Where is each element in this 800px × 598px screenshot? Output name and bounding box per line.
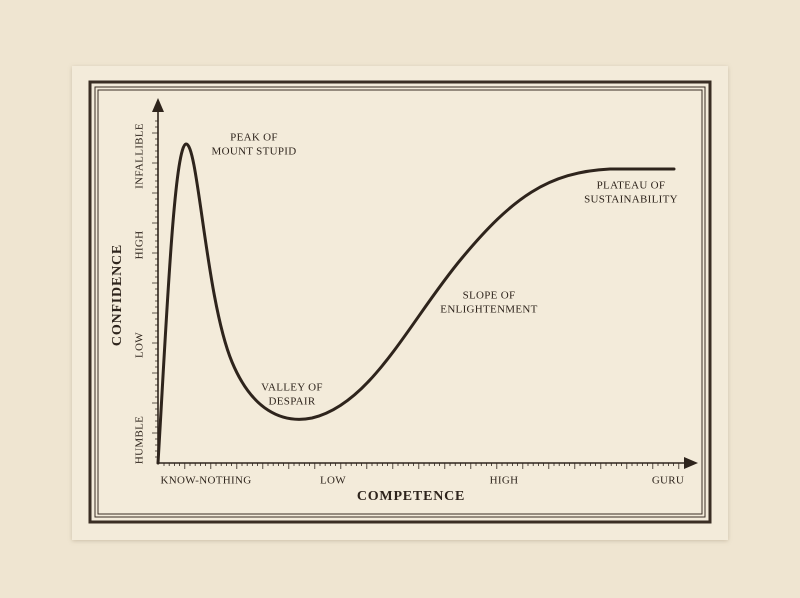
y-axis-label: INFALLIBLE [134,123,146,189]
x-axis-label: HIGH [490,475,519,487]
annotation: MOUNT STUPID [212,146,297,158]
annotation: SUSTAINABILITY [584,194,678,206]
x-arrow [684,457,698,469]
axis-ticks [152,120,680,469]
x-axis-label: LOW [320,475,346,487]
annotation: SLOPE OF [463,290,516,302]
y-axis-label: HUMBLE [134,416,146,464]
annotation: PLATEAU OF [597,180,666,192]
frame-inner2 [97,89,703,515]
annotation: DESPAIR [269,396,316,408]
annotation: VALLEY OF [261,382,323,394]
curve [156,142,676,465]
y-arrow [152,98,164,112]
frame-inner [94,86,706,518]
x-axis-label: GURU [652,475,684,487]
annotation: ENLIGHTENMENT [440,304,537,316]
x-axis-title: COMPETENCE [357,489,465,504]
axes [157,108,688,464]
y-axis-title: CONFIDENCE [110,244,125,346]
x-axis-label: KNOW-NOTHING [161,475,252,487]
card [72,66,728,540]
y-axis-label: HIGH [134,231,146,260]
frame-outer [88,80,712,524]
y-axis-label: LOW [134,332,146,358]
annotation: PEAK OF [230,132,278,144]
